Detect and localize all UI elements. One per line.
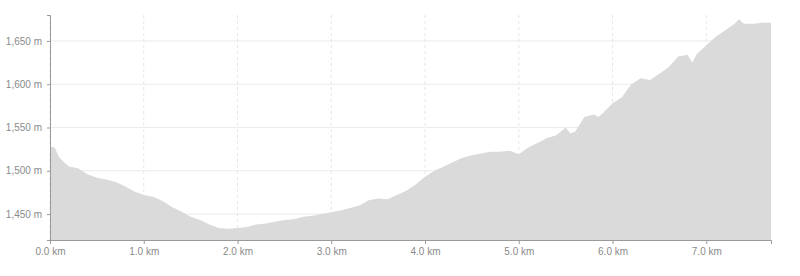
y-tick-mark <box>47 41 50 42</box>
x-tick-mark <box>144 240 145 244</box>
y-tick-mark <box>47 84 50 85</box>
y-tick-label: 1,550 m <box>6 122 42 133</box>
x-tick: 4.0 km <box>411 240 441 257</box>
x-tick-label: 2.0 km <box>223 246 253 257</box>
marks <box>50 19 771 240</box>
x-tick: 5.0 km <box>504 240 534 257</box>
y-tick: 1,550 m <box>6 122 50 133</box>
grid-line <box>50 40 771 41</box>
x-tick: 1.0 km <box>129 240 159 257</box>
grid <box>50 15 771 240</box>
y-tick-mark <box>47 171 50 172</box>
x-tick-mark <box>706 240 707 244</box>
x-tick-label: 5.0 km <box>504 246 534 257</box>
x-tick-label: 6.0 km <box>598 246 628 257</box>
x-tick-label: 4.0 km <box>411 246 441 257</box>
x-axis: 0.0 km 1.0 km 2.0 km 3.0 km 4.0 km 5.0 km 6.0 … <box>35 240 771 257</box>
y-tick-label: 1,450 m <box>6 209 42 220</box>
y-tick-label: 1,500 m <box>6 165 42 176</box>
y-tick-label: 1,650 m <box>6 36 42 47</box>
y-tick-mark <box>47 128 50 129</box>
x-tick-mark <box>613 240 614 244</box>
x-tick: 0.0 km <box>35 240 65 257</box>
x-tick: 6.0 km <box>598 240 628 257</box>
plot: 0.0 km 1.0 km 2.0 km 3.0 km 4.0 km 5.0 km 6.0 … <box>6 15 772 257</box>
y-axis-line <box>47 16 51 241</box>
grid-line <box>331 15 332 240</box>
x-tick-label: 1.0 km <box>129 246 159 257</box>
chart: 0.0 km 1.0 km 2.0 km 3.0 km 4.0 km 5.0 km 6.0 … <box>0 0 800 276</box>
x-tick: 2.0 km <box>223 240 253 257</box>
y-tick: 1,600 m <box>6 79 50 90</box>
y-tick: 1,650 m <box>6 36 50 47</box>
y-tick-label: 1,600 m <box>6 79 42 90</box>
grid-line <box>237 15 238 240</box>
x-tick-label: 7.0 km <box>692 246 722 257</box>
x-tick: 3.0 km <box>317 240 347 257</box>
y-tick-mark <box>47 214 50 215</box>
x-tick-mark <box>519 240 520 244</box>
x-tick-mark <box>425 240 426 244</box>
y-tick: 1,450 m <box>6 209 50 220</box>
x-tick-mark <box>238 240 239 244</box>
y-axis: 1,450 m 1,500 m 1,550 m 1,600 m 1,650 m <box>6 16 51 241</box>
x-tick-mark <box>331 240 332 244</box>
x-tick: 7.0 km <box>692 240 722 257</box>
x-tick-label: 0.0 km <box>35 246 65 257</box>
x-axis-line <box>51 241 772 245</box>
x-tick-label: 3.0 km <box>317 246 347 257</box>
elevation-area <box>50 19 771 240</box>
y-tick: 1,500 m <box>6 165 50 176</box>
